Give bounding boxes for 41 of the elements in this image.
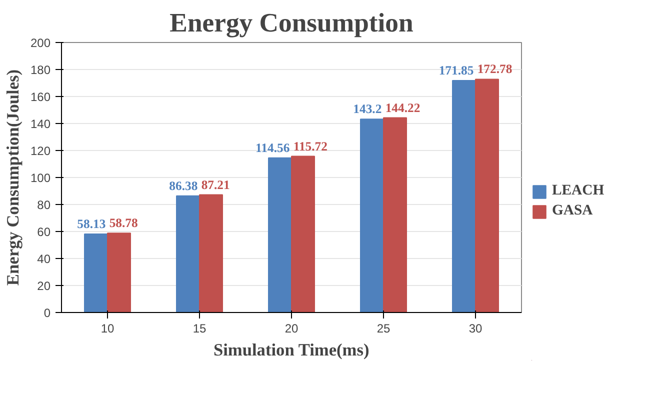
y-tick-label: 180 — [30, 63, 51, 77]
bar — [107, 232, 131, 312]
y-tick-label: 20 — [37, 279, 51, 293]
data-label: 143.2 — [353, 102, 382, 116]
bar — [452, 80, 476, 312]
data-label: 115.72 — [293, 139, 328, 154]
bar — [360, 118, 384, 312]
data-label: 144.22 — [385, 100, 420, 115]
data-label: 172.78 — [477, 62, 512, 76]
data-label: 58.78 — [109, 216, 138, 230]
chart-title: Energy Consumption — [170, 8, 414, 38]
bar — [291, 156, 315, 312]
x-tick-label: 20 — [284, 322, 298, 336]
y-tick-label: 160 — [30, 90, 51, 104]
bar — [268, 157, 292, 312]
bar — [176, 195, 200, 312]
legend-label: GASA — [552, 202, 593, 220]
y-tick-label: 200 — [30, 36, 51, 50]
x-tick-label: 10 — [100, 322, 114, 336]
legend-label: LEACH — [552, 182, 604, 200]
data-label: 86.38 — [169, 178, 198, 193]
bar — [475, 78, 499, 312]
y-tick-label: 40 — [37, 252, 51, 266]
y-tick-label: 80 — [37, 198, 51, 212]
y-tick-label: 0 — [44, 306, 51, 320]
y-tick-label: 60 — [37, 225, 51, 239]
y-tick-label: 120 — [30, 144, 51, 158]
x-tick-label: 25 — [376, 322, 390, 336]
data-label: 87.21 — [201, 178, 230, 192]
bar — [199, 194, 223, 312]
y-tick-label: 140 — [30, 117, 51, 131]
data-label: 114.56 — [256, 140, 290, 155]
data-label: 171.85 — [438, 64, 474, 78]
bar — [84, 234, 108, 312]
data-label: 58.13 — [77, 217, 106, 232]
x-tick-label: 15 — [192, 322, 206, 336]
bar — [383, 117, 407, 312]
x-tick-label: 30 — [468, 322, 482, 336]
y-tick-label: 100 — [30, 171, 51, 185]
y-axis-title: Energy Consumption(Joules) — [3, 69, 22, 286]
x-axis-title: Simulation Time(ms) — [213, 340, 370, 360]
